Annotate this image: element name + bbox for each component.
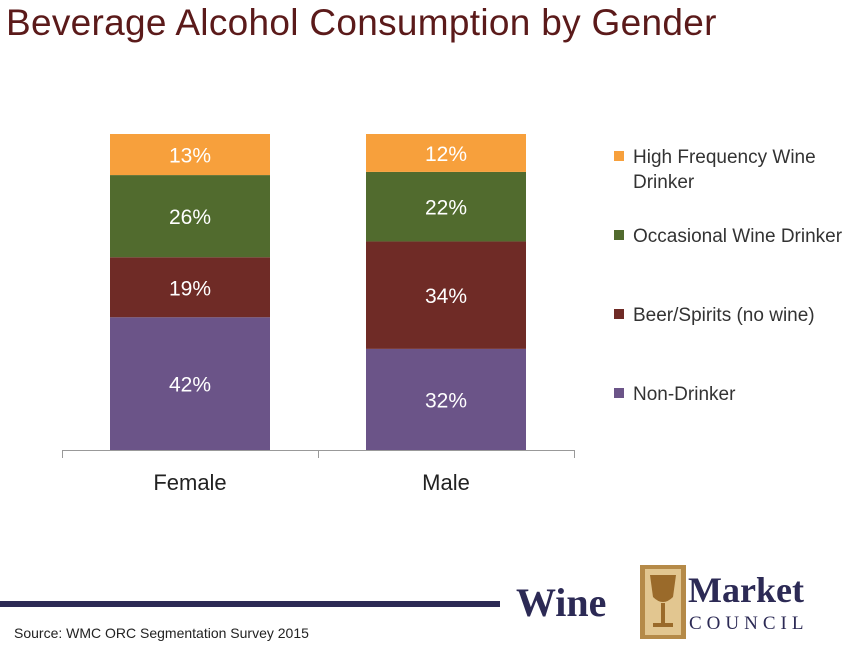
data-label: 42% [169,374,211,397]
legend-item-occasional: Occasional Wine Drinker [614,224,842,249]
stacked-bar-chart: 42% 19% 26% 13% Female 32% 34% 22% 12% Male [62,134,575,495]
logo-council-text: COUNCIL [689,613,809,634]
data-label: 32% [425,389,467,412]
legend-item-beer-spirits: Beer/Spirits (no wine) [614,303,815,328]
legend-item-high-frequency: High Frequency Wine Drinker [614,145,846,195]
logo-market-text: Market [688,570,804,610]
data-label: 13% [169,145,211,168]
logo-wine-text: Wine [516,580,607,625]
page-title: Beverage Alcohol Consumption by Gender [6,2,717,43]
legend-label: Occasional Wine Drinker [633,226,843,247]
bar-segment [110,134,270,176]
legend-label: Non-Drinker [633,384,736,405]
bar-segment [366,241,526,349]
legend-label: High Frequency Wine Drinker [633,147,816,193]
wine-glass-icon [640,565,686,639]
data-label: 34% [425,285,467,308]
legend-label: Beer/Spirits (no wine) [633,305,815,326]
legend-swatch [614,388,624,398]
bar-segment [110,175,270,258]
legend-swatch [614,309,624,319]
bar-segment [110,317,270,450]
bar-segment [366,134,526,172]
data-label: 12% [425,143,467,166]
wine-market-council-logo: Wine Market COUNCIL [512,565,842,645]
category-label: Female [153,470,226,495]
category-label: Male [422,470,470,495]
data-label: 19% [169,277,211,300]
bar-segment [110,257,270,318]
bar-segment [366,348,526,450]
legend-swatch [614,151,624,161]
bar-segment [366,171,526,242]
legend-swatch [614,230,624,240]
data-label: 26% [169,206,211,229]
footer-divider [0,601,500,607]
source-note: Source: WMC ORC Segmentation Survey 2015 [14,625,309,641]
legend-item-non-drinker: Non-Drinker [614,382,735,407]
data-label: 22% [425,197,467,220]
